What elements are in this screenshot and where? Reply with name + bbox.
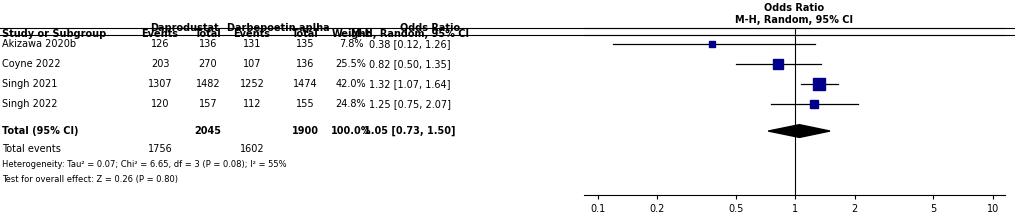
Text: 1252: 1252 xyxy=(240,79,265,89)
Text: 1.25 [0.75, 2.07]: 1.25 [0.75, 2.07] xyxy=(369,99,451,109)
Text: Singh 2021: Singh 2021 xyxy=(2,79,58,89)
Text: 1482: 1482 xyxy=(196,79,220,89)
Text: Total events: Total events xyxy=(2,144,61,154)
Text: 7.8%: 7.8% xyxy=(339,39,363,49)
Text: Study or Subgroup: Study or Subgroup xyxy=(2,30,107,39)
Text: 1474: 1474 xyxy=(292,79,318,89)
Text: 155: 155 xyxy=(295,99,315,109)
Text: Coyne 2022: Coyne 2022 xyxy=(2,59,61,69)
Polygon shape xyxy=(768,125,830,137)
Text: 1900: 1900 xyxy=(291,126,319,136)
Text: 1.05 [0.73, 1.50]: 1.05 [0.73, 1.50] xyxy=(364,126,456,136)
Text: Total: Total xyxy=(291,30,319,39)
Text: 120: 120 xyxy=(151,99,170,109)
Text: Events: Events xyxy=(233,30,271,39)
Text: 100.0%: 100.0% xyxy=(331,126,371,136)
Text: 112: 112 xyxy=(243,99,261,109)
Text: 1756: 1756 xyxy=(147,144,173,154)
Text: Daprodustat: Daprodustat xyxy=(149,23,218,33)
Text: 42.0%: 42.0% xyxy=(336,79,366,89)
Text: 0.82 [0.50, 1.35]: 0.82 [0.50, 1.35] xyxy=(369,59,451,69)
Text: Akizawa 2020b: Akizawa 2020b xyxy=(2,39,76,49)
Text: Darbepoetin aplha: Darbepoetin aplha xyxy=(227,23,330,33)
Text: 107: 107 xyxy=(243,59,261,69)
Text: 270: 270 xyxy=(199,59,217,69)
Text: 1307: 1307 xyxy=(148,79,173,89)
Text: Weight: Weight xyxy=(332,30,370,39)
Text: 1602: 1602 xyxy=(240,144,264,154)
Text: Test for overall effect: Z = 0.26 (P = 0.80): Test for overall effect: Z = 0.26 (P = 0… xyxy=(2,175,178,184)
Text: 0.38 [0.12, 1.26]: 0.38 [0.12, 1.26] xyxy=(369,39,451,49)
Text: 131: 131 xyxy=(243,39,261,49)
Text: Odds Ratio: Odds Ratio xyxy=(764,3,824,13)
Text: 136: 136 xyxy=(295,59,315,69)
Text: 25.5%: 25.5% xyxy=(336,59,366,69)
Text: Total: Total xyxy=(195,30,221,39)
Text: 2045: 2045 xyxy=(195,126,221,136)
Text: 126: 126 xyxy=(151,39,170,49)
Text: M-H, Random, 95% CI: M-H, Random, 95% CI xyxy=(351,30,469,39)
Text: Heterogeneity: Tau² = 0.07; Chi² = 6.65, df = 3 (P = 0.08); I² = 55%: Heterogeneity: Tau² = 0.07; Chi² = 6.65,… xyxy=(2,160,286,169)
Text: 24.8%: 24.8% xyxy=(336,99,366,109)
Text: M-H, Random, 95% CI: M-H, Random, 95% CI xyxy=(735,15,854,25)
Text: Odds Ratio: Odds Ratio xyxy=(400,23,460,33)
Text: 203: 203 xyxy=(151,59,170,69)
Text: 157: 157 xyxy=(199,99,217,109)
Text: Singh 2022: Singh 2022 xyxy=(2,99,58,109)
Text: 1.32 [1.07, 1.64]: 1.32 [1.07, 1.64] xyxy=(369,79,451,89)
Text: 136: 136 xyxy=(199,39,217,49)
Text: Total (95% CI): Total (95% CI) xyxy=(2,126,78,136)
Text: 135: 135 xyxy=(295,39,315,49)
Text: Events: Events xyxy=(141,30,179,39)
